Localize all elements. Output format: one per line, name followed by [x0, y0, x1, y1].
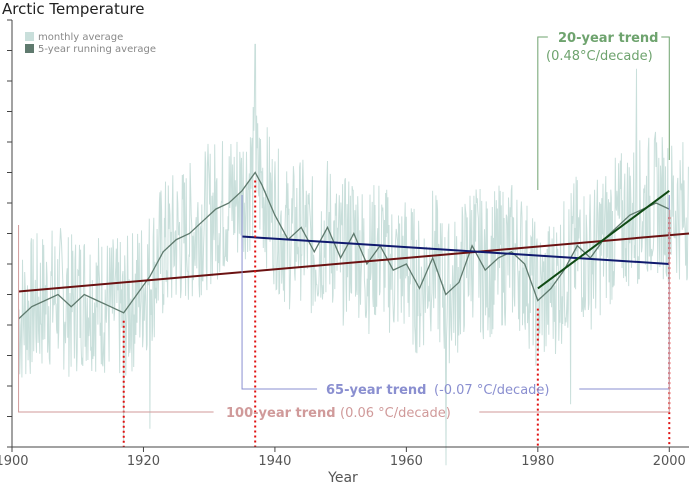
x-tick-label: 2000	[653, 454, 686, 469]
legend-swatch-running-average	[25, 44, 34, 53]
annotation-20-year: 20-year trend (0.48°C/decade)	[546, 31, 659, 64]
legend: monthly average 5-year running average	[25, 32, 156, 55]
trend-brackets-group	[18, 36, 670, 413]
x-tick-label: 1920	[127, 454, 160, 469]
monthly-average-line	[18, 43, 689, 466]
bracket-20-year-right	[661, 36, 670, 160]
annotation-65-year: 65-year trend (-0.07 °C/decade)	[326, 383, 549, 398]
annotation-65-year-label: 65-year trend	[326, 383, 427, 398]
running-average-line	[18, 171, 670, 320]
x-tick-label: 1980	[521, 454, 554, 469]
bracket-100-year-left	[18, 225, 214, 413]
axes-group: 1900 1920 1940 1960 1980 2000	[0, 19, 689, 469]
annotation-20-year-detail: (0.48°C/decade)	[546, 49, 653, 64]
bracket-100-year-right	[479, 210, 670, 413]
chart-title: Arctic Temperature	[2, 0, 144, 18]
monthly-series-group	[18, 43, 689, 466]
legend-swatch-monthly	[25, 32, 34, 41]
trend-line-65-year	[241, 235, 670, 265]
trend-line-100-year	[18, 232, 690, 293]
annotation-100-year-detail: (0.06 °C/decade)	[340, 406, 451, 421]
x-tick-label: 1900	[0, 454, 29, 469]
bracket-65-year-left	[241, 195, 318, 390]
trend-lines-group	[18, 189, 690, 293]
annotation-20-year-label: 20-year trend	[558, 31, 659, 46]
annotation-100-year-label: 100-year trend	[226, 406, 336, 421]
x-tick-label: 1960	[390, 454, 423, 469]
x-axis-label: Year	[327, 470, 358, 485]
annotation-100-year: 100-year trend (0.06 °C/decade)	[226, 406, 451, 421]
x-tick-label: 1940	[258, 454, 291, 469]
annotation-65-year-detail: (-0.07 °C/decade)	[434, 383, 549, 398]
trend-line-20-year	[537, 189, 670, 290]
legend-label-running-average: 5-year running average	[38, 44, 156, 55]
legend-label-monthly: monthly average	[38, 32, 123, 43]
bracket-20-year-left	[537, 36, 548, 190]
